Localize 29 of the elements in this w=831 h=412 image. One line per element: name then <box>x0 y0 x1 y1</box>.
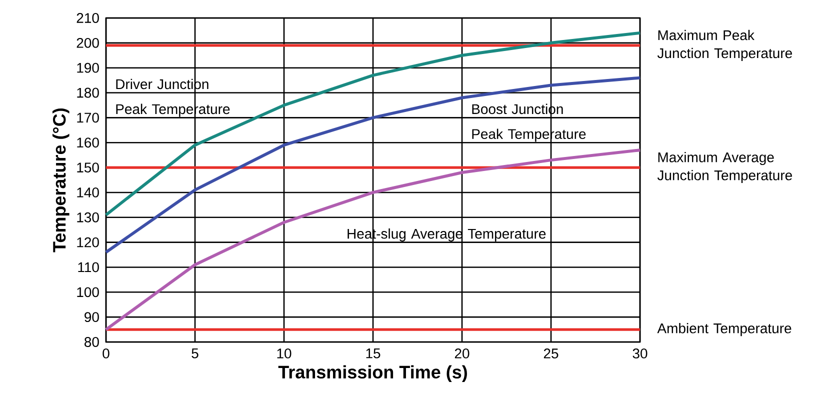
x-tick-label: 20 <box>454 348 470 358</box>
y-tick-label: 80 <box>84 337 99 347</box>
x-tick-label: 25 <box>544 348 558 358</box>
ref-line-label: Maximum Average Junction Temperature <box>657 152 792 184</box>
y-tick-label: 210 <box>76 13 99 23</box>
y-tick-label: 110 <box>78 262 99 272</box>
y-tick-label: 200 <box>76 38 99 48</box>
line-series <box>104 31 642 216</box>
ref-line-label: Maximum Peak Junction Temperature <box>657 30 792 61</box>
y-tick-label: 170 <box>77 112 99 123</box>
x-axis-title: Transmission Time (s) <box>278 365 467 382</box>
y-tick-label: 190 <box>77 62 99 73</box>
y-tick-label: 120 <box>77 237 99 248</box>
y-tick-label: 100 <box>77 287 99 298</box>
y-tick-label: 180 <box>77 88 99 98</box>
x-tick-label: 30 <box>632 348 648 358</box>
line-series <box>104 76 642 254</box>
y-tick-label: 150 <box>77 162 99 172</box>
y-tick-label: 90 <box>84 312 99 322</box>
x-tick-label: 5 <box>192 348 198 358</box>
ref-line-label: Ambient Temperature <box>657 323 792 336</box>
x-tick-label: 0 <box>102 348 110 358</box>
y-tick-label: 130 <box>77 212 99 222</box>
x-tick-label: 10 <box>277 348 292 358</box>
line-series <box>104 148 642 332</box>
y-tick-label: 160 <box>77 138 99 148</box>
y-tick-label: 140 <box>77 188 99 198</box>
x-tick-label: 15 <box>366 348 380 358</box>
y-axis-title: Temperature (°C) <box>52 108 70 252</box>
